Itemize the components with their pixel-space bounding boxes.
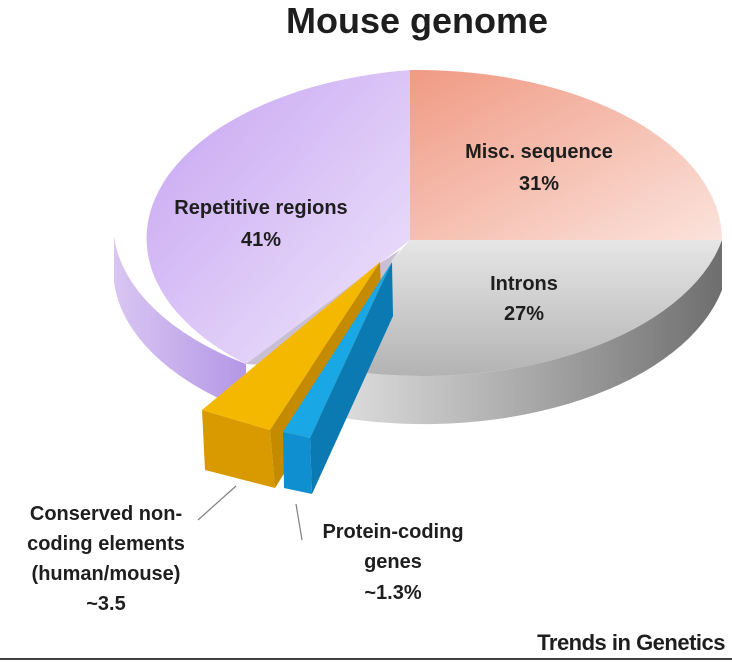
slice-label-protein-value: ~1.3% bbox=[364, 582, 421, 604]
slice-label-misc-name: Misc. sequence bbox=[465, 141, 613, 163]
slice-label-misc-value: 31% bbox=[519, 173, 559, 195]
pie-slice-protein bbox=[283, 262, 393, 494]
chart-title: Mouse genome bbox=[286, 0, 548, 41]
source-credit: Trends in Genetics bbox=[537, 630, 725, 655]
slice-label-conserved-line3: (human/mouse) bbox=[32, 563, 181, 585]
pie-slice-misc bbox=[410, 69, 723, 240]
slice-label-conserved: Conserved non- coding elements (human/mo… bbox=[27, 503, 185, 615]
slice-label-protein-line1: Protein-coding bbox=[322, 521, 463, 543]
slice-label-protein: Protein-coding genes ~1.3% bbox=[322, 521, 463, 604]
pie-side-introns bbox=[343, 240, 722, 425]
slice-label-repetitive-name: Repetitive regions bbox=[174, 197, 347, 219]
leader-line-protein bbox=[295, 503, 303, 541]
pie-side-repetitive bbox=[114, 236, 246, 410]
slice-label-protein-line2: genes bbox=[364, 551, 422, 573]
slice-label-introns-value: 27% bbox=[504, 303, 544, 325]
pie-slice-introns bbox=[343, 240, 722, 376]
pie-slice-repetitive bbox=[146, 70, 410, 364]
pie-body bbox=[114, 69, 723, 494]
slice-label-misc: Misc. sequence 31% bbox=[465, 141, 613, 195]
leader-line-conserved bbox=[197, 485, 237, 521]
slice-label-repetitive-value: 41% bbox=[241, 229, 281, 251]
slice-label-introns-name: Introns bbox=[490, 273, 558, 295]
slice-label-conserved-line2: coding elements bbox=[27, 533, 185, 555]
slice-label-conserved-value: ~3.5 bbox=[86, 593, 125, 615]
slice-label-repetitive: Repetitive regions 41% bbox=[174, 197, 347, 251]
slice-label-introns: Introns 27% bbox=[490, 273, 558, 325]
slice-label-conserved-line1: Conserved non- bbox=[30, 503, 182, 525]
